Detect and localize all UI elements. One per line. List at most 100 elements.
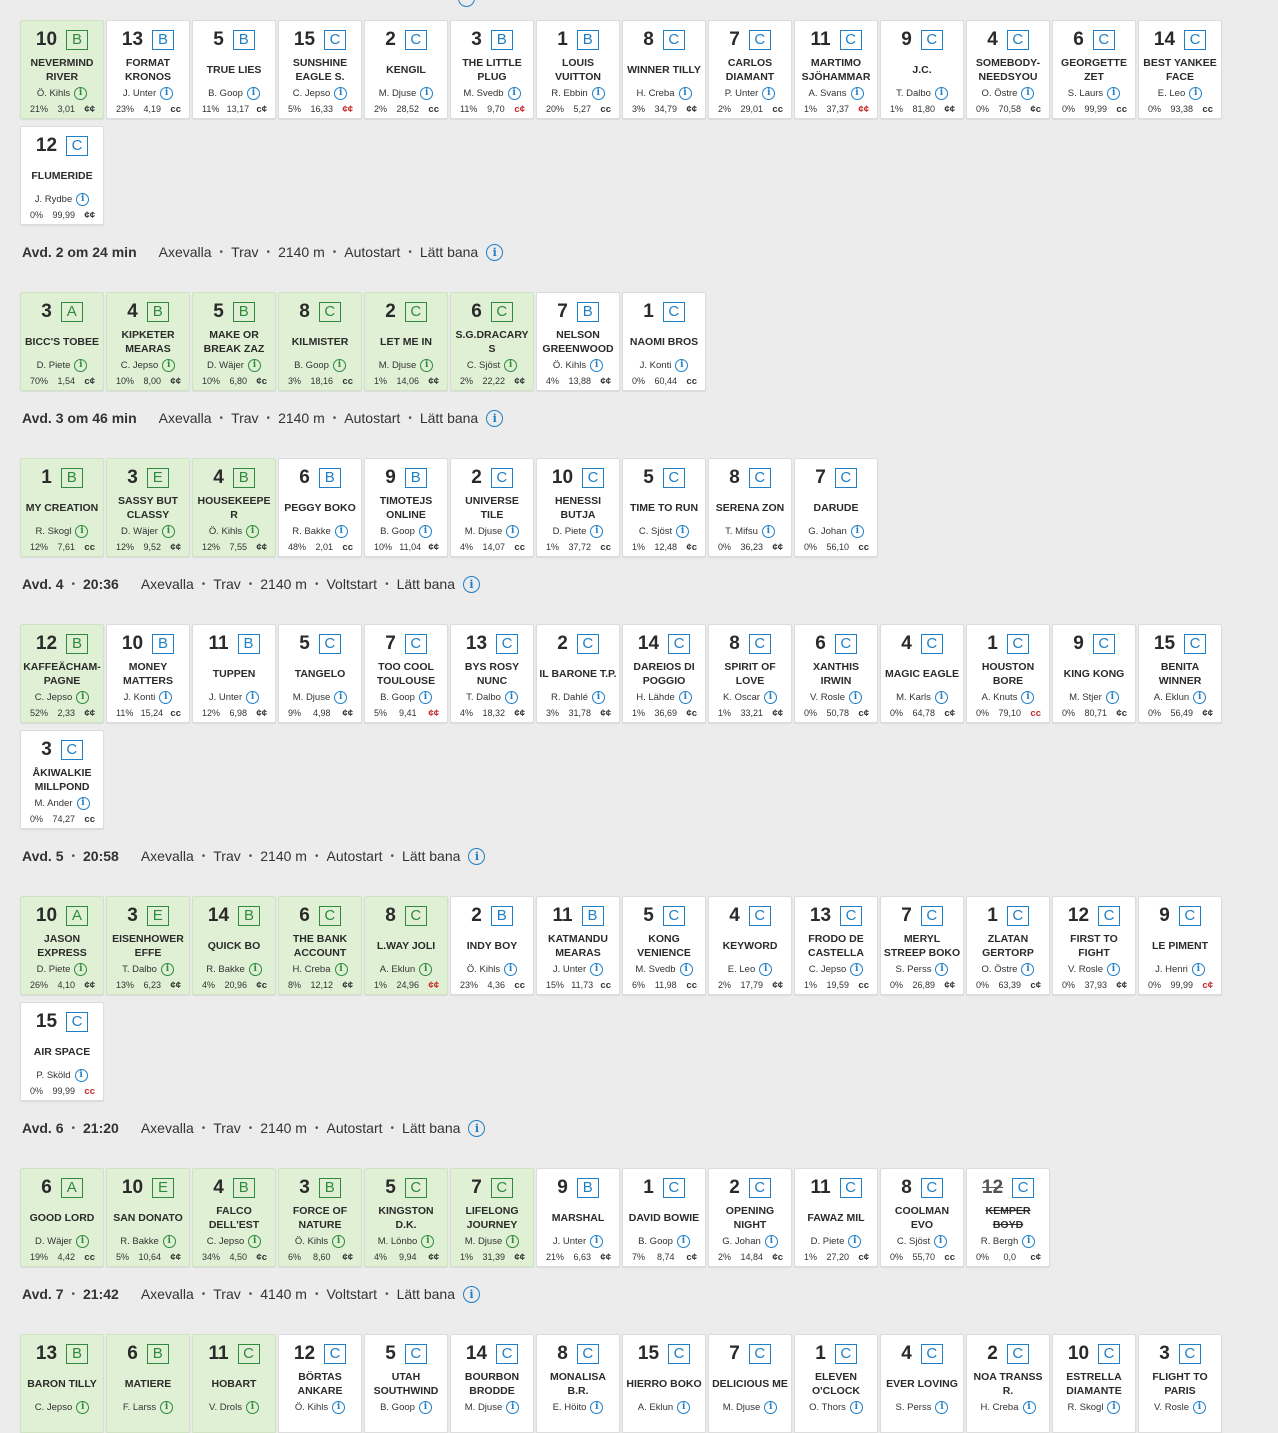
horse-card[interactable]: 2 B INDY BOY Ö. Kihls i 23% 4,36 cc [450,896,534,995]
horse-card[interactable]: 6 C XANTHIS IRWIN V. Rosle i 0% 50,78 c¢ [794,624,878,723]
info-icon[interactable]: i [848,1234,862,1248]
info-icon[interactable]: i [506,524,520,538]
info-icon[interactable]: i [935,1400,949,1414]
horse-card[interactable]: 8 C MONALISA B.R. E. Höito i [536,1334,620,1433]
info-icon[interactable]: i [332,358,346,372]
horse-card[interactable]: 3 C FLIGHT TO PARIS V. Rosle i [1138,1334,1222,1433]
info-icon[interactable]: i [679,962,693,976]
horse-card[interactable]: 8 C KILMISTER B. Goop i 3% 18,16 cc [278,292,362,391]
info-icon[interactable]: i [849,690,863,704]
info-icon[interactable]: i [591,86,605,100]
horse-card[interactable]: 7 C LIFELONG JOURNEY M. Djuse i 1% 31,39 ¢¢ [450,1168,534,1267]
horse-card[interactable]: 2 C OPENING NIGHT G. Johan i 2% 14,84 ¢c [708,1168,792,1267]
horse-card[interactable]: 12 C BÖRTAS ANKARE Ö. Kihls i [278,1334,362,1433]
horse-card[interactable]: 1 B MY CREATION R. Skogl i 12% 7,61 cc [20,458,104,557]
info-icon[interactable]: i [418,1400,432,1414]
info-icon[interactable]: i [935,962,949,976]
info-icon[interactable]: i [162,358,176,372]
horse-card[interactable]: 9 C LE PIMENT J. Henri i 0% 99,99 c¢ [1138,896,1222,995]
horse-card[interactable]: 3 B THE LITTLE PLUG M. Svedb i 11% 9,70 c¢ [450,20,534,119]
horse-card[interactable]: 3 B FORCE OF NATURE Ö. Kihls i 6% 8,60 ¢¢ [278,1168,362,1267]
info-icon[interactable]: i [849,1400,863,1414]
info-icon[interactable]: i [762,86,776,100]
info-icon[interactable]: i [1107,962,1121,976]
horse-card[interactable]: 3 E SASSY BUT CLASSY D. Wäjer i 12% 9,52 ¢¢ [106,458,190,557]
info-icon[interactable]: i [1107,86,1121,100]
horse-card[interactable]: 14 C DAREIOS DI POGGIO H. Lähde i 1% 36,69 ¢c [622,624,706,723]
info-icon[interactable]: i [75,524,89,538]
info-icon[interactable]: i [334,962,348,976]
info-icon[interactable]: i [161,524,175,538]
horse-card[interactable]: 11 B TUPPEN J. Unter i 12% 6,98 ¢¢ [192,624,276,723]
info-icon[interactable]: i [761,524,775,538]
info-icon[interactable]: i [850,86,864,100]
horse-card[interactable]: 5 C TIME TO RUN C. Sjöst i 1% 12,48 ¢c [622,458,706,557]
info-icon[interactable]: i [247,358,261,372]
horse-card[interactable]: 8 C WINNER TILLY H. Creba i 3% 34,79 ¢¢ [622,20,706,119]
info-icon[interactable]: i [159,690,173,704]
horse-card[interactable]: 4 B HOUSEKEEPER Ö. Kihls i 12% 7,55 ¢¢ [192,458,276,557]
info-icon[interactable]: i [468,847,486,865]
horse-card[interactable]: 11 C HOBART V. Drols i [192,1334,276,1433]
info-icon[interactable]: i [332,1400,346,1414]
info-icon[interactable]: i [1105,690,1119,704]
info-icon[interactable]: i [421,1234,435,1248]
horse-card[interactable]: 5 B MAKE OR BREAK ZAZ D. Wäjer i 10% 6,80 ¢c [192,292,276,391]
info-icon[interactable]: i [590,1400,604,1414]
horse-card[interactable]: 4 B FALCO DELL'EST C. Jepso i 34% 4,50 ¢c [192,1168,276,1267]
info-icon[interactable]: i [591,690,605,704]
info-icon[interactable]: i [590,358,604,372]
horse-card[interactable]: 6 B PEGGY BOKO R. Bakke i 48% 2,01 cc [278,458,362,557]
info-icon[interactable]: i [677,1400,691,1414]
horse-card[interactable]: 15 C BENITA WINNER A. Eklun i 0% 56,49 ¢¢ [1138,624,1222,723]
info-icon[interactable]: i [934,690,948,704]
info-icon[interactable]: i [590,524,604,538]
horse-card[interactable]: 5 C KONG VENIENCE M. Svedb i 6% 11,98 cc [622,896,706,995]
info-icon[interactable]: i [246,86,260,100]
info-icon[interactable]: i [76,796,90,810]
info-icon[interactable]: i [850,524,864,538]
info-icon[interactable]: i [590,1234,604,1248]
horse-card[interactable]: 1 B LOUIS VUITTON R. Ebbin i 20% 5,27 cc [536,20,620,119]
horse-card[interactable]: 2 C IL BARONE T.P. R. Dahlé i 3% 31,78 ¢¢ [536,624,620,723]
horse-card[interactable]: 9 C J.C. T. Dalbo i 1% 81,80 ¢¢ [880,20,964,119]
info-icon[interactable]: i [1022,1234,1036,1248]
horse-card[interactable]: 1 C ELEVEN O'CLOCK O. Thors i [794,1334,878,1433]
horse-card[interactable]: 13 C BYS ROSY NUNC T. Dalbo i 4% 18,32 ¢¢ [450,624,534,723]
horse-card[interactable]: 7 C MERYL STREEP BOKO S. Perss i 0% 26,89 ¢¢ [880,896,964,995]
info-icon[interactable]: i [504,358,518,372]
horse-card[interactable]: 5 C KINGSTON D.K. M. Lönbo i 4% 9,94 ¢¢ [364,1168,448,1267]
horse-card[interactable]: 9 C KING KONG M. Stjer i 0% 80,71 ¢c [1052,624,1136,723]
info-icon[interactable]: i [334,524,348,538]
info-icon[interactable]: i [246,524,260,538]
info-icon[interactable]: i [676,524,690,538]
info-icon[interactable]: i [418,524,432,538]
info-icon[interactable]: i [74,86,88,100]
info-icon[interactable]: i [850,962,864,976]
horse-card[interactable]: 7 C DELICIOUS ME M. Djuse i [708,1334,792,1433]
horse-card[interactable]: 9 B TIMOTEJS ONLINE B. Goop i 10% 11,04 ¢¢ [364,458,448,557]
info-icon[interactable]: i [76,192,90,206]
info-icon[interactable]: i [678,690,692,704]
horse-card[interactable]: 3 E EISENHOWER EFFE T. Dalbo i 13% 6,23 ¢¢ [106,896,190,995]
horse-card[interactable]: 11 C MARTIMO SJÖHAMMAR A. Svans i 1% 37,37 ¢¢ [794,20,878,119]
info-icon[interactable]: i [504,690,518,704]
info-icon[interactable]: i [74,1068,88,1082]
info-icon[interactable]: i [676,1234,690,1248]
horse-card[interactable]: 2 C UNIVERSE TILE M. Djuse i 4% 14,07 cc [450,458,534,557]
horse-card[interactable]: 6 C S.G.DRACARYS C. Sjöst i 2% 22,22 ¢¢ [450,292,534,391]
horse-card[interactable]: 1 C NAOMI BROS J. Konti i 0% 60,44 cc [622,292,706,391]
info-icon[interactable]: i [420,86,434,100]
horse-card[interactable]: 5 C UTAH SOUTHWIND B. Goop i [364,1334,448,1433]
horse-card[interactable]: 8 C COOLMAN EVO C. Sjöst i 0% 55,70 cc [880,1168,964,1267]
info-icon[interactable]: i [462,575,480,593]
horse-card[interactable]: 7 B NELSON GREENWOOD Ö. Kihls i 4% 13,88 ¢¢ [536,292,620,391]
info-icon[interactable]: i [419,962,433,976]
horse-card[interactable]: 4 B KIPKETER MEARAS C. Jepso i 10% 8,00 ¢¢ [106,292,190,391]
horse-card[interactable]: 11 C FAWAZ MIL D. Piete i 1% 27,20 c¢ [794,1168,878,1267]
horse-card[interactable]: 8 C SERENA ZON T. Mifsu i 0% 36,23 ¢¢ [708,458,792,557]
info-icon[interactable]: i [332,1234,346,1248]
info-icon[interactable]: i [75,1234,89,1248]
info-icon[interactable]: i [74,358,88,372]
horse-card[interactable]: 3 C ÅKIWALKIE MILLPOND M. Ander i 0% 74,27 cc [20,730,104,829]
